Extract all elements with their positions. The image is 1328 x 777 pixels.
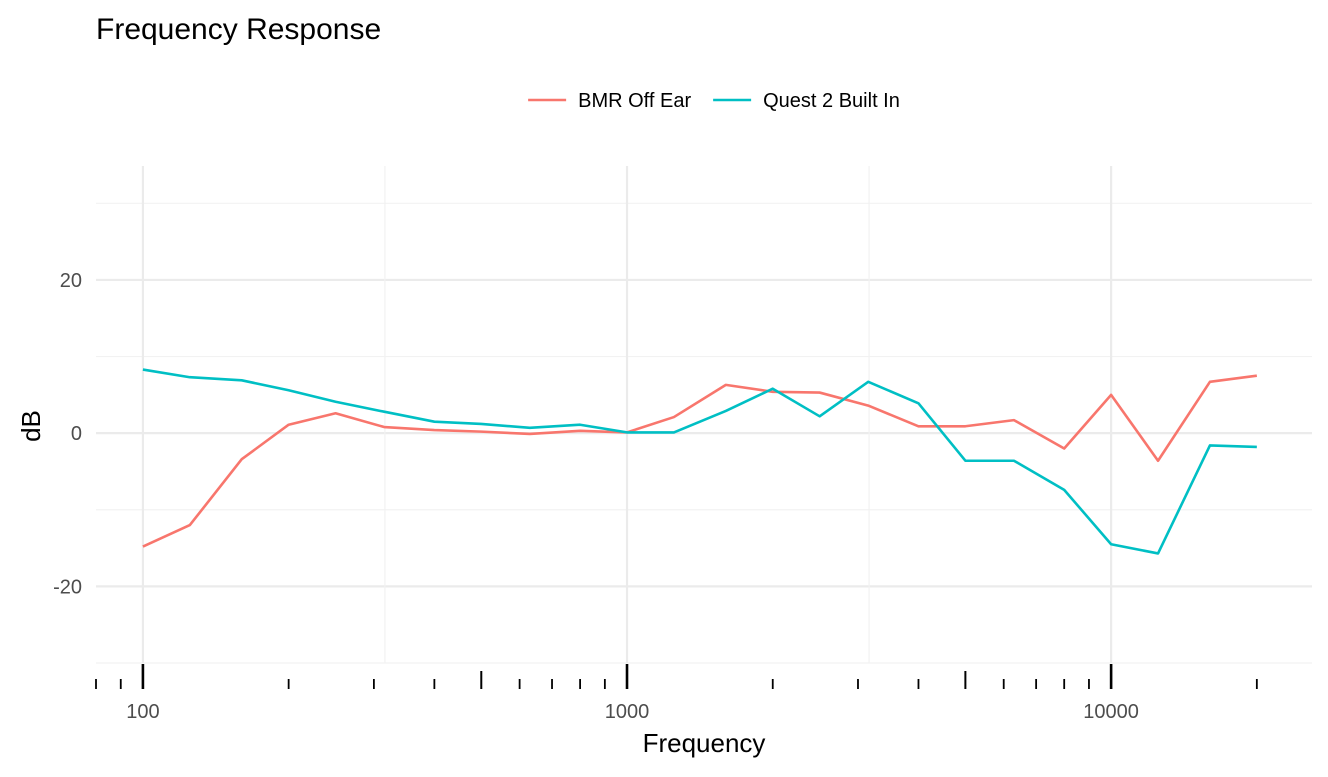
x-tick-label: 10000	[1083, 701, 1139, 723]
x-tick-label: 100	[126, 701, 159, 723]
legend-label-quest-2-built-in: Quest 2 Built In	[763, 90, 900, 112]
axes: -20 0 20 100 1000 10000	[53, 270, 1258, 723]
legend: BMR Off Ear Quest 2 Built In	[528, 90, 900, 112]
y-tick-label: 0	[71, 423, 82, 445]
series-line-quest-2-built-in	[142, 368, 1257, 555]
legend-label-bmr-off-ear: BMR Off Ear	[578, 90, 691, 112]
y-tick-label: -20	[53, 576, 82, 598]
x-tick-label: 1000	[605, 701, 650, 723]
y-tick-label: 20	[60, 270, 82, 292]
series-line-bmr-off-ear	[142, 374, 1258, 548]
grid	[96, 166, 1312, 664]
chart-title: Frequency Response	[96, 13, 381, 46]
series-lines	[142, 368, 1258, 555]
y-axis-title: dB	[16, 410, 46, 442]
x-axis-title: Frequency	[643, 728, 766, 758]
